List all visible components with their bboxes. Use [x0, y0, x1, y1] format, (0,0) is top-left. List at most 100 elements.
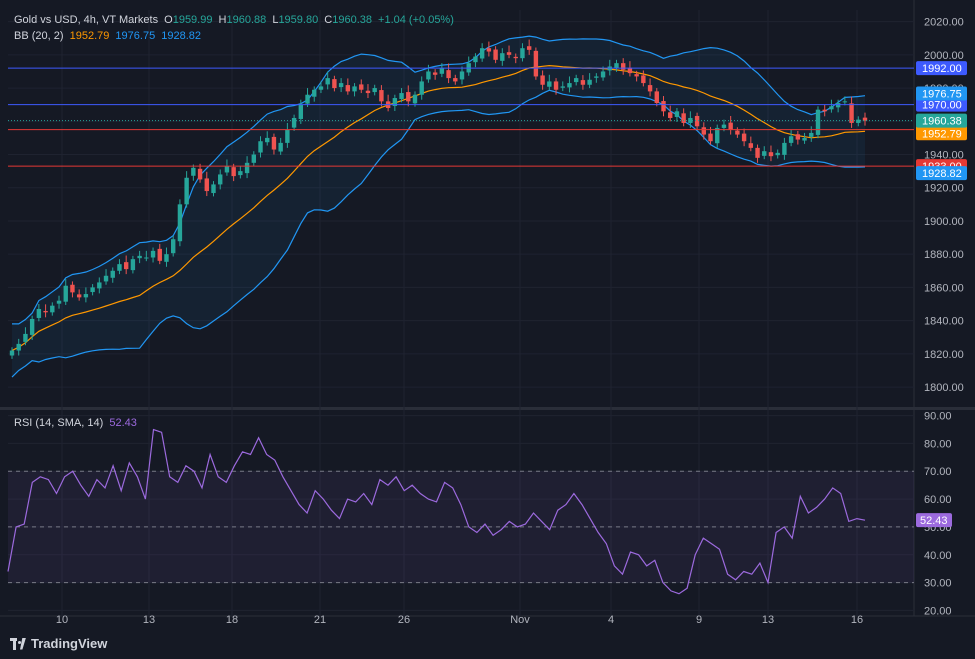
low-value: 1959.80: [278, 14, 319, 26]
indicator-tag: 1976.75: [922, 88, 962, 100]
time-tick-label: 21: [314, 614, 326, 626]
last-price-tag-bg: [916, 113, 967, 128]
rsi-legend: RSI (14, SMA, 14) 52.43: [14, 417, 140, 429]
rsi-tick-label: 30.00: [924, 578, 952, 590]
candle: [184, 177, 189, 205]
time-tick-label: 26: [398, 614, 410, 626]
candle: [647, 85, 653, 92]
candle: [191, 167, 196, 176]
candle: [419, 81, 424, 95]
last-price-tag: 1960.38: [922, 116, 962, 128]
candle: [701, 127, 707, 135]
close-value: 1960.38: [332, 14, 372, 26]
bb-upper-value: 1976.75: [115, 30, 156, 42]
candle: [63, 285, 68, 302]
tradingview-logo[interactable]: TradingView: [10, 636, 107, 651]
time-tick-label: 9: [696, 614, 702, 626]
candle: [103, 275, 109, 282]
bb-lower-value: 1928.82: [161, 30, 202, 42]
candle: [345, 85, 351, 92]
candle: [654, 91, 659, 104]
candle: [674, 111, 680, 117]
candle: [788, 136, 794, 143]
time-tick-label: 13: [143, 614, 155, 626]
indicator-tag-bg: [916, 86, 967, 101]
rsi-value-tag-bg: [916, 513, 952, 528]
candle: [110, 270, 115, 278]
candle: [567, 83, 572, 88]
candle: [325, 78, 330, 85]
candle: [50, 305, 55, 313]
bb-basis-value: 1952.79: [69, 30, 110, 42]
candle: [412, 94, 418, 104]
candle: [809, 132, 814, 137]
candle: [526, 46, 532, 50]
candle: [573, 78, 579, 83]
candle: [83, 294, 89, 298]
rsi-tick-label: 40.00: [924, 550, 952, 562]
candle: [473, 56, 478, 63]
candle: [849, 103, 854, 123]
candle: [795, 134, 801, 140]
indicator-tag-bg: [916, 166, 967, 181]
bb-fill: [12, 36, 865, 378]
candle: [479, 48, 485, 59]
tradingview-text: TradingView: [31, 636, 108, 651]
price-tick-label: 1840.00: [924, 316, 964, 328]
candle: [204, 178, 209, 192]
candle: [144, 257, 149, 259]
candle: [621, 63, 626, 70]
candle: [392, 98, 398, 107]
candle: [721, 124, 727, 128]
time-tick-label: 10: [56, 614, 68, 626]
candle: [251, 154, 256, 163]
candle: [29, 318, 35, 335]
candle: [426, 71, 431, 80]
candle: [829, 106, 834, 110]
bb-upper-line: [12, 35, 866, 325]
rsi-value-tag: 52.43: [920, 515, 948, 527]
candle: [332, 79, 337, 89]
candle: [520, 48, 525, 59]
candle: [231, 167, 236, 177]
candle: [312, 89, 317, 97]
candle: [137, 255, 142, 259]
candle: [547, 81, 552, 87]
candle: [130, 259, 136, 271]
candle: [614, 63, 619, 69]
candle: [9, 350, 15, 356]
candle: [285, 129, 290, 143]
candle: [90, 287, 95, 293]
price-tick-label: 1800.00: [924, 382, 964, 394]
candle: [533, 50, 539, 77]
candle: [741, 133, 747, 142]
candle: [224, 166, 230, 173]
candle: [600, 71, 606, 78]
time-tick-label: Nov: [510, 614, 530, 626]
symbol-legend: Gold vs USD, 4h, VT Markets O1959.99 H19…: [14, 14, 454, 26]
price-tick-label: 1860.00: [924, 282, 964, 294]
bb-legend: BB (20, 2) 1952.79 1976.75 1928.82: [14, 30, 204, 42]
candle: [580, 80, 586, 85]
candle: [117, 264, 122, 271]
time-tick-label: 18: [226, 614, 238, 626]
candle: [755, 147, 760, 158]
price-tick-label: 1940.00: [924, 150, 964, 162]
candle: [587, 79, 592, 85]
candle: [856, 119, 861, 123]
rsi-legend-value: 52.43: [109, 417, 137, 429]
price-tick-label: 1900.00: [924, 216, 964, 228]
candle: [56, 300, 62, 304]
indicator-tag: 1928.82: [922, 168, 962, 180]
time-tick-label: 13: [762, 614, 774, 626]
candle: [513, 56, 518, 59]
candle: [76, 294, 82, 298]
candle: [694, 115, 700, 127]
candle: [446, 70, 451, 79]
candle: [540, 75, 545, 85]
candle: [97, 282, 102, 289]
level-tag: 1970.00: [922, 100, 962, 112]
tradingview-icon: [10, 637, 26, 650]
candle: [594, 76, 599, 78]
